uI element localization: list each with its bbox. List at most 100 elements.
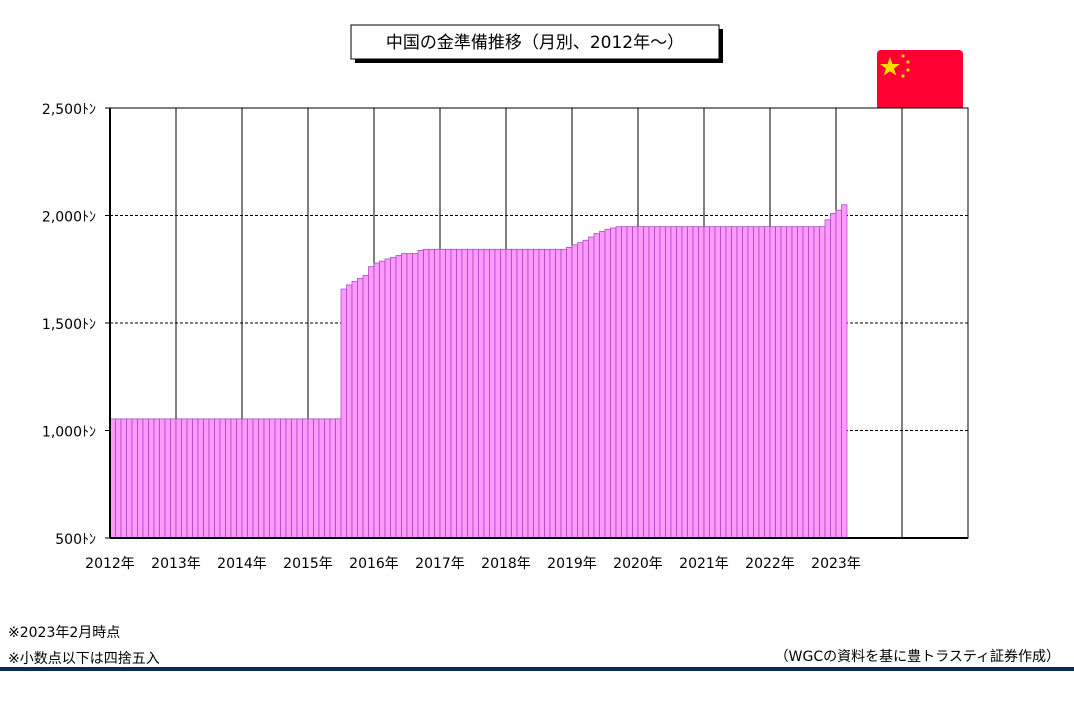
bar — [566, 246, 573, 539]
bar — [236, 418, 243, 539]
bar — [775, 226, 782, 539]
bar — [467, 248, 474, 539]
bar — [483, 248, 490, 539]
bar — [615, 226, 622, 539]
bar — [555, 248, 562, 539]
flag-field — [877, 50, 963, 112]
bar — [769, 226, 776, 539]
bar — [802, 226, 809, 539]
bar — [428, 248, 435, 539]
bar — [401, 253, 408, 539]
bar — [258, 418, 265, 539]
bar — [736, 226, 743, 539]
bar — [516, 248, 523, 539]
bar — [786, 226, 793, 539]
bar — [230, 418, 237, 539]
bar — [225, 418, 232, 539]
bar — [373, 262, 380, 539]
bar — [758, 226, 765, 539]
bar — [797, 226, 804, 539]
bar — [747, 226, 754, 539]
bar — [742, 226, 749, 539]
bar — [148, 418, 155, 539]
bar — [588, 236, 595, 539]
bar — [247, 418, 254, 539]
flag-star — [906, 68, 910, 72]
bar — [489, 248, 496, 539]
x-tick-label: 2017年 — [415, 556, 465, 572]
bar — [241, 418, 248, 539]
bar — [318, 418, 325, 539]
bar — [824, 219, 831, 539]
bar — [841, 204, 848, 539]
bar — [153, 418, 160, 539]
bar — [252, 418, 259, 539]
bar — [621, 226, 628, 539]
x-tick-label: 2018年 — [481, 556, 531, 572]
footer-rule — [0, 667, 1074, 671]
bar — [533, 248, 540, 539]
bar — [340, 288, 347, 539]
x-tick-label: 2021年 — [679, 556, 729, 572]
bar — [329, 418, 336, 539]
bar — [131, 418, 138, 539]
flag-star — [901, 54, 905, 58]
bar — [285, 418, 292, 539]
bar — [120, 418, 127, 539]
bar — [417, 249, 424, 539]
bar — [379, 260, 386, 539]
bar — [681, 226, 688, 539]
bar — [280, 418, 287, 539]
bar — [395, 255, 402, 539]
flag-star — [880, 57, 900, 76]
x-tick-label: 2022年 — [745, 556, 795, 572]
bar — [709, 226, 716, 539]
bar — [791, 226, 798, 539]
bar — [192, 418, 199, 539]
bar — [830, 213, 837, 539]
y-tick-label: 1,000ﾄﾝ — [42, 425, 96, 441]
bar — [835, 209, 842, 539]
x-tick-label: 2023年 — [811, 556, 861, 572]
bar — [313, 418, 320, 539]
bar — [582, 239, 589, 539]
bar — [549, 248, 556, 539]
x-tick-label: 2013年 — [151, 556, 201, 572]
bar — [780, 226, 787, 539]
bar — [335, 418, 342, 539]
bar — [362, 274, 369, 539]
bar — [654, 226, 661, 539]
bar — [357, 277, 364, 539]
bar — [461, 248, 468, 539]
bar — [175, 418, 182, 539]
y-tick-label: 1,500ﾄﾝ — [42, 317, 96, 333]
bar — [142, 418, 149, 539]
bar — [692, 226, 699, 539]
bar — [390, 257, 397, 539]
bar — [538, 248, 545, 539]
bar — [208, 418, 215, 539]
bar — [511, 248, 518, 539]
bar — [648, 226, 655, 539]
bar — [676, 226, 683, 539]
bar — [137, 418, 144, 539]
bar — [219, 418, 226, 539]
bar — [544, 248, 551, 539]
bar — [593, 233, 600, 539]
flag-star — [901, 74, 905, 78]
bar — [197, 418, 204, 539]
bar — [456, 248, 463, 539]
bar — [412, 253, 419, 539]
title-box — [350, 24, 720, 60]
note: ※2023年2月時点 — [8, 625, 120, 641]
bar — [324, 418, 331, 539]
bar — [368, 266, 375, 539]
x-tick-label: 2015年 — [283, 556, 333, 572]
chart-title: 中国の金準備推移（月別、2012年～） — [386, 33, 684, 53]
bar — [527, 248, 534, 539]
bar — [714, 226, 721, 539]
bar — [296, 418, 303, 539]
bar — [764, 226, 771, 539]
bar — [274, 418, 281, 539]
bar — [423, 248, 430, 539]
